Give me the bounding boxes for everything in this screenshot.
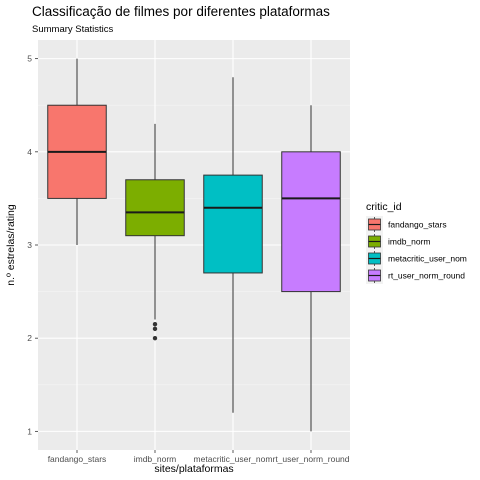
legend-label: fandango_stars bbox=[388, 220, 447, 230]
legend-item-rt_user_norm_round: rt_user_norm_round bbox=[366, 267, 465, 284]
outlier-point bbox=[152, 335, 158, 341]
chart-subtitle: Summary Statistics bbox=[32, 24, 114, 35]
x-tick-label: fandango_stars bbox=[48, 454, 107, 464]
y-axis: 1 2 3 4 5 bbox=[27, 54, 38, 436]
legend-item-metacritic_user_nom: metacritic_user_nom bbox=[366, 250, 467, 267]
legend-label: rt_user_norm_round bbox=[388, 271, 465, 281]
box-metacritic_user_nom bbox=[203, 77, 263, 413]
y-tick-label: 4 bbox=[27, 147, 32, 157]
y-tick-label: 2 bbox=[27, 333, 32, 343]
box-iqr bbox=[203, 174, 263, 274]
y-tick-label: 3 bbox=[27, 240, 32, 250]
outlier-point bbox=[152, 326, 158, 332]
legend-item-imdb_norm: imdb_norm bbox=[366, 233, 431, 250]
y-axis-title: n.º estrelas/rating bbox=[5, 204, 17, 286]
box-iqr bbox=[281, 151, 341, 293]
chart-title: Classificação de filmes por diferentes p… bbox=[32, 4, 330, 19]
box-fandango_stars bbox=[47, 58, 107, 245]
legend-items: fandango_stars imdb_norm metacritic_user_n… bbox=[366, 216, 467, 284]
legend-title: critic_id bbox=[366, 201, 402, 213]
box-group bbox=[47, 58, 341, 432]
y-tick-label: 1 bbox=[27, 426, 32, 436]
x-axis-title: sites/plataformas bbox=[154, 463, 233, 475]
x-axis: fandango_stars imdb_norm metacritic_user_n… bbox=[48, 450, 350, 464]
legend-item-fandango_stars: fandango_stars bbox=[366, 216, 447, 233]
legend: critic_id fandango_stars imdb_normmetacri… bbox=[366, 201, 467, 284]
x-tick-label: metacritic_user_nom bbox=[194, 454, 273, 464]
legend-label: imdb_norm bbox=[388, 237, 431, 247]
box-rt_user_norm_round bbox=[281, 105, 341, 432]
y-tick-label: 5 bbox=[27, 54, 32, 64]
legend-label: metacritic_user_nom bbox=[388, 254, 467, 264]
box-imdb_norm bbox=[125, 123, 185, 341]
x-tick-label: rt_user_norm_round bbox=[272, 454, 349, 464]
box-iqr bbox=[125, 179, 185, 237]
outlier-point bbox=[152, 322, 158, 327]
x-tick-label: imdb_norm bbox=[134, 454, 177, 464]
